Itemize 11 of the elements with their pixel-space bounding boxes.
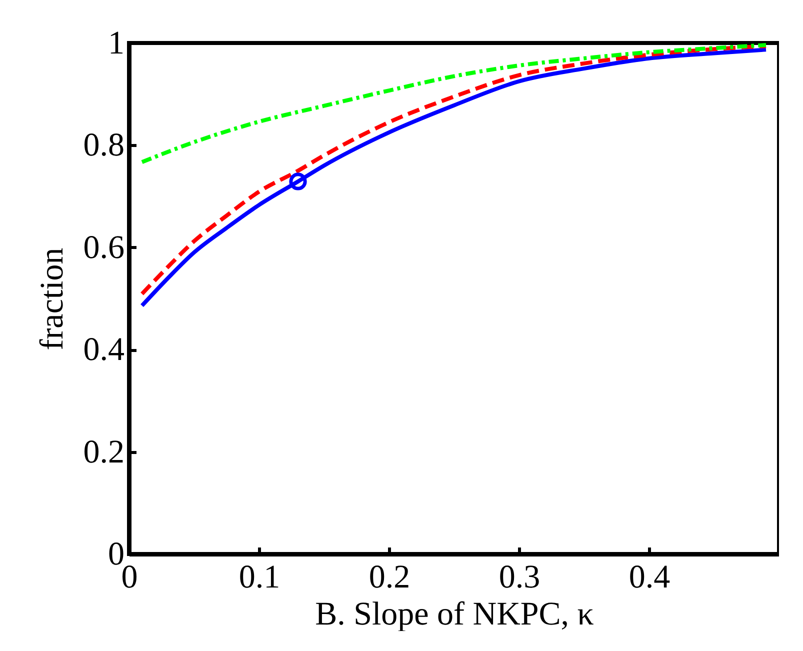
line-series — [140, 43, 768, 164]
y-tick-label: 0.6 — [83, 230, 124, 266]
x-tick-label: 0.2 — [368, 560, 410, 596]
x-tick-label: 0.3 — [498, 560, 540, 596]
y-tick-label: 1 — [108, 26, 124, 62]
x-tick-label: 0.4 — [628, 560, 670, 596]
y-tick-label: 0.4 — [83, 332, 124, 368]
y-tick-label: 0.2 — [83, 434, 124, 470]
y-axis-title: fraction — [34, 248, 70, 350]
x-tick-label: 0.1 — [238, 560, 280, 596]
y-tick-label: 0.8 — [83, 128, 124, 164]
